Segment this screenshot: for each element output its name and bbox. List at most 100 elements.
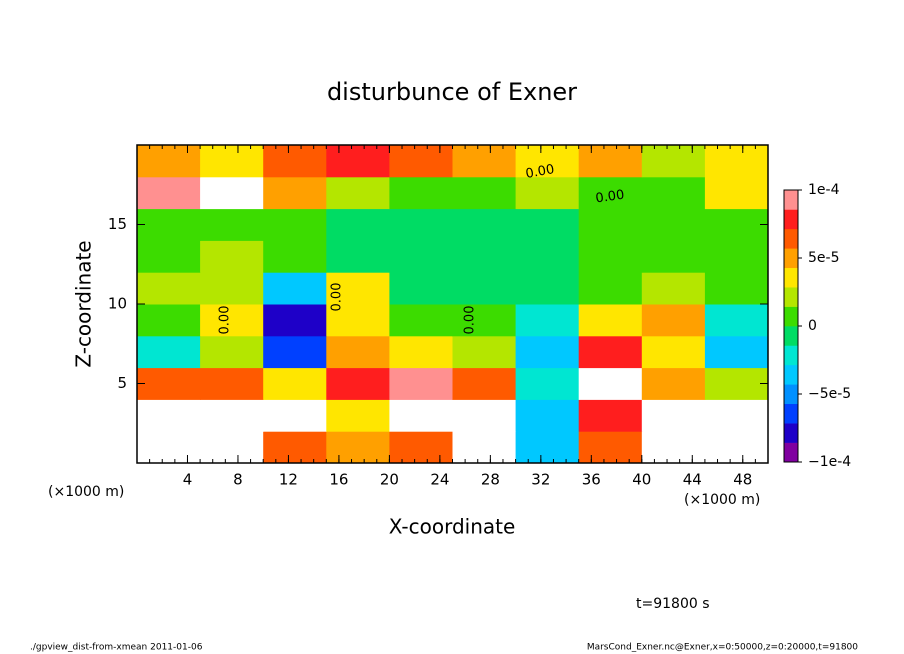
colorbar-swatch [784, 423, 798, 443]
heatmap-cell [641, 431, 706, 464]
heatmap-cell [137, 145, 201, 178]
heatmap-cell [389, 431, 453, 464]
heatmap-cell [704, 208, 769, 241]
y-axis-label: Z-coordinate [72, 240, 96, 367]
heatmap-cell [263, 145, 327, 178]
x-tick-label: 24 [430, 471, 449, 489]
heatmap-cell [263, 272, 327, 305]
colorbar-swatch [784, 228, 798, 249]
colorbar-swatch [784, 326, 798, 346]
colorbar-tick-label: −5e-5 [808, 386, 851, 402]
colorbar-tick-label: 0 [808, 318, 817, 334]
y-tick-label: 15 [108, 215, 127, 233]
heatmap-cell [137, 367, 201, 400]
heatmap-cell [704, 272, 769, 305]
heatmap-cell [137, 431, 201, 464]
heatmap-cell [515, 367, 580, 400]
colorbar-swatch [784, 209, 798, 230]
colorbar-swatch [784, 306, 798, 327]
heatmap-cell [452, 304, 517, 337]
heatmap-cell [389, 367, 453, 400]
heatmap-cell [137, 176, 201, 210]
heatmap-cell [200, 431, 264, 464]
heatmap-cell [452, 272, 517, 305]
heatmap-cell [326, 304, 390, 337]
colorbar-swatch [784, 403, 798, 424]
x-tick-label: 28 [481, 471, 500, 489]
heatmap-cell [578, 145, 643, 178]
x-tick-label: 36 [582, 471, 601, 489]
x-tick-label: 40 [632, 471, 651, 489]
heatmap-cell [515, 431, 580, 464]
y-tick-label: 10 [108, 295, 127, 313]
heatmap-cell [578, 208, 643, 241]
heatmap-cell [200, 208, 264, 241]
colorbar-swatch [784, 248, 798, 269]
footer-left: ./gpview_dist-from-xmean 2011-01-06 [30, 643, 203, 653]
heatmap-cell [641, 399, 706, 432]
x-tick-label: 44 [683, 471, 702, 489]
heatmap-cell [578, 367, 643, 400]
colorbar-tick-label: 5e-5 [808, 250, 839, 266]
heatmap-cell [263, 304, 327, 337]
heatmap-cell [515, 335, 580, 369]
heatmap-cell [263, 431, 327, 464]
heatmap-cell [389, 208, 453, 241]
heatmap-cell [326, 145, 390, 178]
heatmap-cell [704, 145, 769, 178]
heatmap-cell [641, 272, 706, 305]
heatmap-cell [326, 367, 390, 400]
x-axis-label: X-coordinate [389, 515, 516, 539]
heatmap-cell [263, 367, 327, 400]
heatmap-cell [452, 335, 517, 369]
heatmap-cell [326, 399, 390, 432]
heatmap-cell [452, 399, 517, 432]
heatmap-cell [704, 240, 769, 273]
heatmap-cell [704, 431, 769, 464]
heatmap-cell [389, 145, 453, 178]
heatmap-cell [641, 304, 706, 337]
heatmap-cell [515, 145, 580, 178]
heatmap-cell [515, 176, 580, 210]
x-tick-label: 20 [380, 471, 399, 489]
colorbar-tick-label: 1e-4 [808, 182, 840, 198]
heatmap-cell [578, 431, 643, 464]
heatmap-cell [452, 208, 517, 241]
heatmap-cell [326, 176, 390, 210]
contour-label: 0.00 [595, 188, 626, 207]
heatmap-cell [515, 240, 580, 273]
heatmap-cell [389, 399, 453, 432]
x-unit-label: (×1000 m) [48, 484, 124, 500]
heatmap-cell [641, 145, 706, 178]
heatmap-cell [452, 176, 517, 210]
heatmap-cell [137, 304, 201, 337]
heatmap-cell [326, 208, 390, 241]
colorbar-swatch [784, 384, 798, 405]
heatmap-cell [578, 335, 643, 369]
heatmap-cell [704, 367, 769, 400]
heatmap-cell [515, 272, 580, 305]
heatmap-cell [137, 208, 201, 241]
contour-label: 0.00 [218, 306, 233, 335]
heatmap-cell [641, 240, 706, 273]
heatmap-cell [263, 176, 327, 210]
heatmap-cell [200, 240, 264, 273]
heatmap-cell [515, 399, 580, 432]
colorbar-swatch [784, 267, 798, 288]
heatmap-cell [200, 335, 264, 369]
heatmap-cell [515, 208, 580, 241]
heatmap-cell [200, 176, 264, 210]
colorbar-swatch [784, 287, 798, 307]
x-tick-label: 8 [233, 471, 243, 489]
heatmap-cell [704, 399, 769, 432]
heatmap-cell [578, 304, 643, 337]
heatmap-cell [389, 272, 453, 305]
heatmap-cell [641, 367, 706, 400]
heatmap-cell [641, 335, 706, 369]
heatmap-cell [452, 367, 517, 400]
heatmap-cell [326, 335, 390, 369]
heatmap-cell [641, 176, 706, 210]
heatmap-cell [578, 272, 643, 305]
colorbar-swatch [784, 190, 798, 210]
